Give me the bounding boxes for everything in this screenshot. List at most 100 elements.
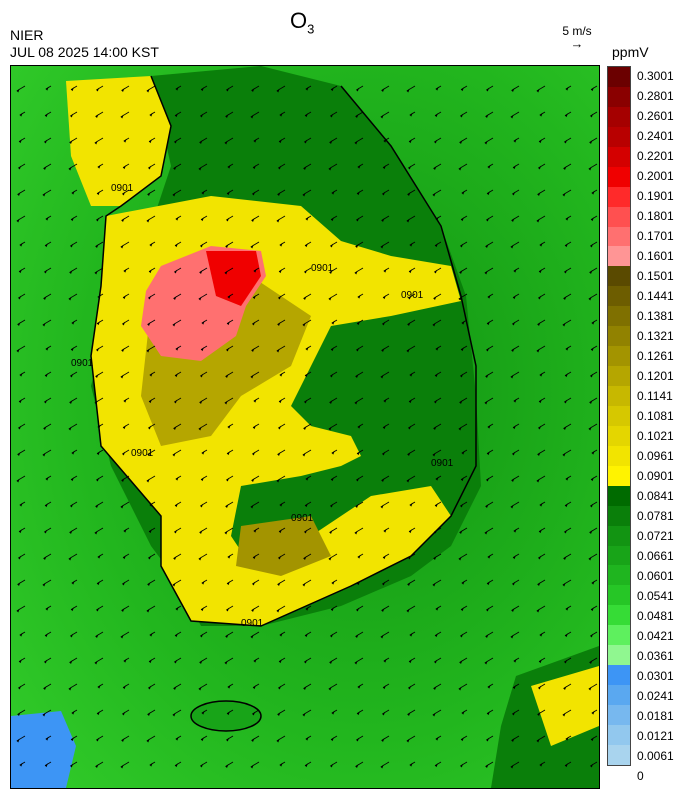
wind-vector-head xyxy=(226,347,230,352)
wind-vector-head xyxy=(381,218,385,222)
wind-vector-head xyxy=(432,452,436,457)
colorbar-label: 0.1441 xyxy=(637,289,674,303)
wind-vector-head xyxy=(227,711,230,716)
wind-vector-head xyxy=(303,166,307,170)
wind-vector-head xyxy=(94,660,98,665)
wind-vector-head xyxy=(68,166,72,171)
wind-vector-head xyxy=(380,374,384,379)
colorbar-label: 0.0661 xyxy=(637,549,674,563)
wind-vector-head xyxy=(175,503,178,508)
wind-vector-head xyxy=(407,712,411,716)
wind-vector-head xyxy=(588,166,592,171)
wind-vector-head xyxy=(198,686,202,691)
wind-vector-head xyxy=(539,112,543,117)
wind-vector-head xyxy=(562,582,566,587)
wind-vector-head xyxy=(279,112,283,117)
wind-vector-head xyxy=(460,243,464,248)
wind-vector-head xyxy=(278,425,282,430)
wind-vector-head xyxy=(328,556,332,561)
wind-vector-head xyxy=(148,295,152,300)
wind-vector-head xyxy=(253,295,256,300)
wind-vector-head xyxy=(484,660,488,665)
wind-vector-head xyxy=(458,426,462,431)
colorbar-segment xyxy=(608,565,630,586)
wind-vector-head xyxy=(97,321,100,326)
wind-vector-head xyxy=(276,218,280,223)
wind-vector-head xyxy=(97,191,100,196)
wind-vector-head xyxy=(565,736,569,741)
wind-vector-head xyxy=(513,685,516,690)
wind-vector-head xyxy=(120,504,124,509)
wind-vector-head xyxy=(487,294,491,299)
wind-vector-head xyxy=(226,607,230,612)
colorbar-segment xyxy=(608,206,630,227)
wind-vector-head xyxy=(383,398,387,403)
wind-vector-head xyxy=(252,191,256,196)
wind-vector-head xyxy=(591,87,594,92)
wind-vector-head xyxy=(148,165,152,170)
wind-vector-head xyxy=(459,530,463,534)
wind-vector-head xyxy=(331,580,335,585)
wind-vector-head xyxy=(539,529,542,534)
wind-vector-head xyxy=(511,738,515,742)
wind-vector-head xyxy=(459,400,463,404)
wind-vector-head xyxy=(357,321,360,326)
wind-vector-head xyxy=(175,373,178,378)
wind-vector-head xyxy=(17,192,21,196)
wind-vector-head xyxy=(172,452,176,457)
wind-vector-head xyxy=(381,608,385,612)
colorbar-label: 0.1081 xyxy=(637,409,674,423)
wind-vector-head xyxy=(19,112,23,117)
wind-vector-head xyxy=(331,87,334,92)
wind-vector-head xyxy=(149,269,152,274)
wind-vector-head xyxy=(200,503,204,508)
wind-vector-head xyxy=(407,452,411,456)
wind-vector-head xyxy=(95,504,99,508)
wind-vector-head xyxy=(484,270,488,275)
wind-vector-head xyxy=(381,348,385,352)
wind-vector-head xyxy=(42,582,46,587)
wind-vector-head xyxy=(383,528,387,533)
wind-vector-head xyxy=(69,400,73,404)
wind-vector-head xyxy=(149,659,152,664)
wind-vector-head xyxy=(432,712,436,717)
wind-vector-head xyxy=(461,320,465,325)
wind-vector-head xyxy=(70,763,74,768)
wind-vector-head xyxy=(121,608,125,612)
wind-vector-head xyxy=(458,166,462,171)
wind-vector-head xyxy=(18,685,22,690)
wind-vector-head xyxy=(175,606,179,611)
wind-vector-head xyxy=(17,322,21,326)
wind-vector-head xyxy=(305,633,308,638)
wind-vector-head xyxy=(435,476,439,481)
wind-vector-head xyxy=(279,372,283,377)
wind-vector-head xyxy=(123,295,126,300)
wind-vector-head xyxy=(536,218,540,223)
wind-vector-head xyxy=(43,556,47,560)
wind-vector-head xyxy=(539,269,542,274)
colorbar-segment xyxy=(608,425,630,446)
wind-vector-head xyxy=(19,399,22,404)
wind-vector-head xyxy=(331,710,335,715)
wind-vector-head xyxy=(120,634,124,639)
wind-vector-head xyxy=(69,660,73,664)
wind-vector-head xyxy=(227,684,231,689)
wind-vector-head xyxy=(589,530,593,534)
wind-vector-head xyxy=(357,191,360,196)
wind-vector-head xyxy=(458,556,462,561)
wind-vector-head xyxy=(512,191,516,196)
wind-vector-head xyxy=(305,113,308,118)
wind-vector-head xyxy=(302,582,306,587)
wind-vector-head xyxy=(357,711,360,716)
colorbar-segment xyxy=(608,166,630,187)
wind-vector-head xyxy=(276,348,280,353)
wind-vector-head xyxy=(302,192,306,197)
wind-vector-head xyxy=(253,165,256,170)
wind-vector-head xyxy=(409,112,413,117)
wind-vector-head xyxy=(589,660,593,664)
wind-vector-head xyxy=(42,712,46,717)
wind-vector-head xyxy=(435,633,438,638)
colorbar-label: 0.2401 xyxy=(637,129,674,143)
colorbar-segment xyxy=(608,346,630,367)
wind-vector-head xyxy=(591,607,594,612)
